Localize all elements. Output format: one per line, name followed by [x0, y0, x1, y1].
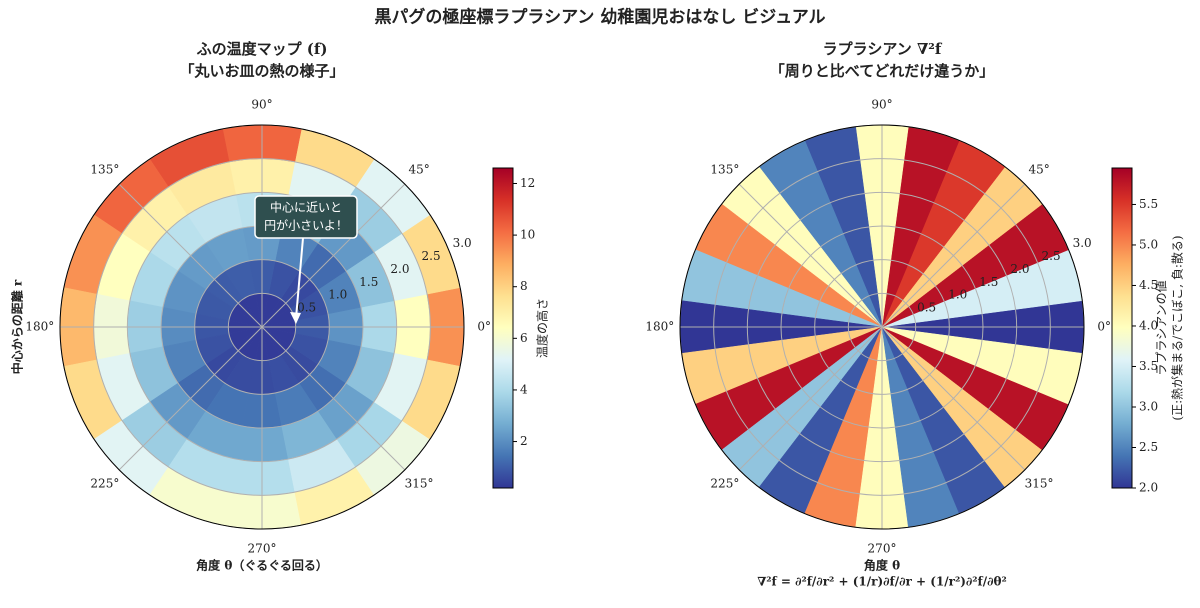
r-tick-label: 3.0 [1073, 236, 1092, 250]
colorbar-tick-label: 2 [520, 434, 528, 448]
chart-title: 「周りと比べてどれだけ違うか」 [770, 62, 994, 80]
theta-tick-label: 90° [871, 97, 892, 111]
colorbar-tick-label: 12 [520, 176, 535, 190]
grid-spoke [738, 326, 883, 471]
theta-tick-label: 45° [408, 162, 429, 176]
r-tick-label: 0.5 [297, 301, 316, 315]
theta-tick-label: 180° [645, 320, 674, 334]
polar-frame [59, 124, 465, 530]
theta-tick-label: 225° [710, 477, 739, 491]
colorbar-tick-label: 3.5 [1139, 359, 1158, 373]
theta-tick-label: 0° [1097, 320, 1111, 334]
polar-frame [679, 124, 1085, 530]
colorbar-tick-label: 4.0 [1139, 318, 1158, 332]
annotation-box [254, 195, 358, 239]
colorbar-tick-label: 8 [520, 279, 528, 293]
r-tick-label: 0.5 [917, 301, 936, 315]
x-axis-label: 角度 θ（ぐるぐる回る） [196, 558, 328, 573]
colorbar-label: 温度の高さ [535, 298, 550, 358]
grid-spoke [738, 183, 883, 328]
annotation: 円が小さいよ！ [264, 218, 348, 233]
chart-title: ふの温度マップ (f) [197, 40, 328, 58]
colorbar-tick-label: 2.0 [1139, 481, 1158, 495]
colorbar-tick-label: 6 [520, 331, 528, 345]
colorbar-tick-label: 10 [520, 228, 535, 242]
theta-tick-label: 0° [477, 320, 491, 334]
theta-tick-label: 135° [710, 162, 739, 176]
colorbar-tick-label: 3.0 [1139, 399, 1158, 413]
theta-tick-label: 180° [25, 320, 54, 334]
grid-spoke [881, 326, 1026, 471]
r-tick-label: 2.5 [1042, 249, 1061, 263]
grid-spoke [118, 183, 263, 328]
theta-tick-label: 270° [248, 542, 277, 556]
colorbar-tick-label: 2.5 [1139, 440, 1158, 454]
r-tick-label: 1.0 [328, 288, 347, 302]
r-tick-label: 2.0 [1010, 262, 1029, 276]
colorbar-tick-label: 5.0 [1139, 237, 1158, 251]
page-title: 黒パグの極座標ラプラシアン 幼稚園児おはなし ビジュアル [374, 7, 825, 28]
colorbar-tick-label: 4.5 [1139, 278, 1158, 292]
r-tick-label: 1.5 [359, 275, 378, 289]
y-axis-label: 中心からの距離 r [10, 279, 25, 374]
grid-spoke [261, 183, 406, 328]
theta-tick-label: 225° [90, 477, 119, 491]
x-axis-label: ∇²f = ∂²f/∂r² + (1/r)∂f/∂r + (1/r²)∂²f/∂… [757, 575, 1007, 589]
colorbar [492, 167, 514, 489]
r-tick-label: 2.0 [390, 262, 409, 276]
r-tick-label: 1.5 [979, 275, 998, 289]
theta-tick-label: 315° [1025, 477, 1054, 491]
r-tick-label: 3.0 [453, 236, 472, 250]
colorbar-tick-label: 5.5 [1139, 197, 1158, 211]
grid-spoke [881, 183, 1026, 328]
grid-spoke [261, 326, 406, 471]
x-axis-label: 角度 θ [864, 558, 900, 573]
chart-title: 「丸いお皿の熱の様子」 [179, 62, 344, 80]
colorbar-label: ラプラシアンの値 [1154, 280, 1169, 375]
annotation-arrow [295, 237, 304, 319]
theta-tick-label: 270° [868, 542, 897, 556]
annotation-arrowhead [290, 312, 301, 324]
colorbar-label: (正:熱が集まる/でこぼこ, 負:散る) [1170, 235, 1185, 420]
theta-tick-label: 90° [251, 97, 272, 111]
grid-spoke [118, 326, 263, 471]
theta-tick-label: 315° [405, 477, 434, 491]
annotation: 中心に近いと [270, 200, 342, 215]
r-tick-label: 1.0 [948, 288, 967, 302]
colorbar [1111, 167, 1133, 489]
theta-tick-label: 135° [90, 162, 119, 176]
r-tick-label: 2.5 [422, 249, 441, 263]
theta-tick-label: 45° [1028, 162, 1049, 176]
colorbar-tick-label: 4 [520, 382, 528, 396]
chart-title: ラプラシアン ∇²f [823, 40, 943, 58]
